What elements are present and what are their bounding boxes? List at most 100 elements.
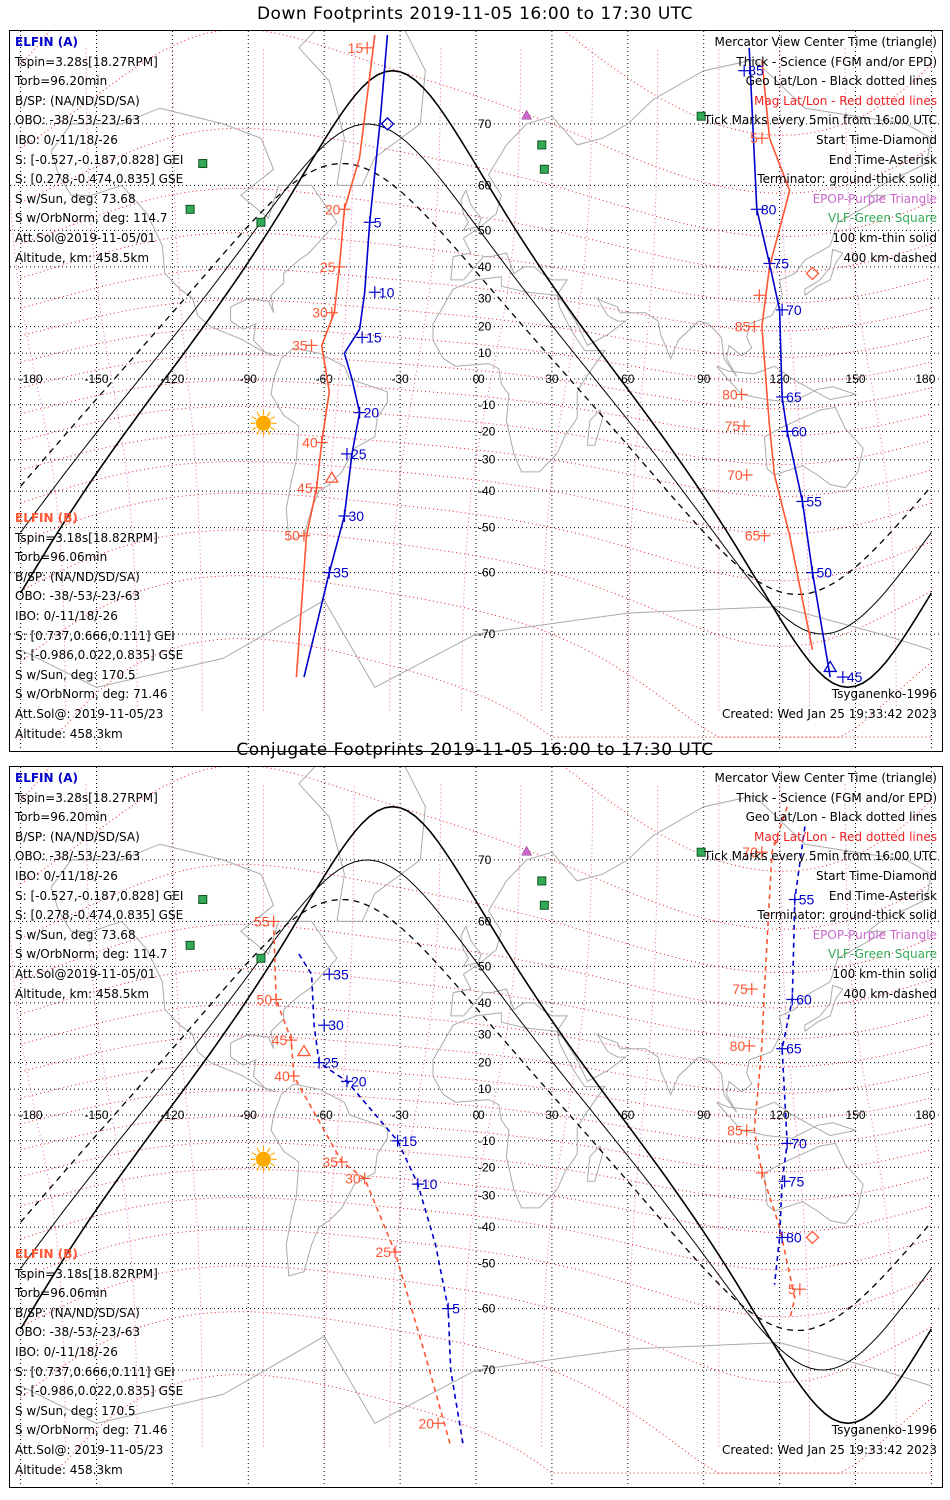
epop-triangle bbox=[521, 845, 533, 856]
legend-item: 100 km-thin solid bbox=[832, 966, 937, 981]
time-label: 5 bbox=[452, 1301, 460, 1317]
mag-parallel bbox=[20, 1004, 932, 1068]
lon-label: -90 bbox=[240, 372, 258, 386]
lon-label: -90 bbox=[240, 1108, 258, 1122]
time-label: 55 bbox=[806, 493, 822, 509]
terminator-ground bbox=[19, 805, 933, 1425]
lat-label: -60 bbox=[478, 1302, 496, 1316]
time-label: 50 bbox=[284, 528, 300, 544]
epop-triangle bbox=[521, 109, 533, 120]
time-label: 80 bbox=[730, 1038, 746, 1054]
australia-coast bbox=[763, 406, 864, 489]
elfin-b-line: Torb=96.06min bbox=[15, 1286, 108, 1301]
elfin-a-line: S: [0.278,-0.474,0.835] GSE bbox=[15, 172, 184, 187]
legend-item: Start Time-Diamond bbox=[815, 132, 937, 147]
time-label: 30 bbox=[348, 508, 364, 524]
elfin-b-line: Att.Sol@: 2019-11-05/23 bbox=[15, 706, 164, 721]
japan-coast bbox=[804, 984, 844, 1032]
time-label: 55 bbox=[254, 913, 270, 929]
legend-item: Start Time-Diamond bbox=[815, 868, 937, 883]
created-label: Created: Wed Jan 25 19:33:42 2023 bbox=[722, 1442, 937, 1457]
lat-label: -10 bbox=[478, 1134, 496, 1148]
time-label: 70 bbox=[727, 467, 743, 483]
lon-label: 0 bbox=[473, 1108, 480, 1122]
legend-item: VLF-Green Square bbox=[828, 947, 937, 962]
time-label: 15 bbox=[348, 40, 364, 56]
lat-label: 50 bbox=[478, 223, 492, 237]
mag-parallel bbox=[20, 1311, 932, 1474]
elfin-b-line: OBO: -38/-53/-23/-63 bbox=[15, 589, 141, 604]
time-label: 20 bbox=[364, 405, 380, 421]
mag-parallel bbox=[20, 432, 932, 498]
legend-item: Geo Lat/Lon - Black dotted lines bbox=[745, 810, 937, 825]
sun-ray bbox=[266, 1165, 271, 1171]
time-label: 35 bbox=[333, 565, 349, 581]
lat-label: 30 bbox=[478, 291, 492, 305]
legend: Mercator View Center Time (triangle) Thi… bbox=[704, 769, 937, 1004]
legend-item: Mercator View Center Time (triangle) bbox=[714, 35, 937, 49]
lat-label: -50 bbox=[478, 521, 496, 535]
time-label: 45 bbox=[272, 1032, 288, 1048]
lat-label: -70 bbox=[478, 1363, 496, 1377]
elfin-b-line: S w/OrbNorm, deg: 71.46 bbox=[15, 687, 168, 702]
lon-label: 30 bbox=[545, 372, 559, 386]
time-label: 75 bbox=[732, 981, 748, 997]
legend-item: Mag Lat/Lon - Red dotted lines bbox=[753, 829, 937, 844]
terminator-100km bbox=[20, 859, 932, 1371]
legend-item: 100 km-thin solid bbox=[832, 230, 937, 245]
sun-ray bbox=[256, 1147, 260, 1153]
north-america-coast bbox=[50, 843, 338, 1093]
mag-meridian bbox=[461, 783, 522, 1447]
legend-item: EPOP-Purple Triangle bbox=[812, 927, 937, 942]
elfin-a-info: ELFIN (A) Tspin=3.28s[18.27RPM] Torb=96.… bbox=[15, 769, 183, 1004]
terminator-400km bbox=[20, 898, 932, 1332]
lat-label: 40 bbox=[478, 260, 492, 274]
time-label: 35 bbox=[333, 966, 349, 982]
elfin-a-header: ELFIN (A) bbox=[15, 771, 78, 785]
lat-label: 10 bbox=[478, 346, 492, 360]
elfin-a-line: Torb=96.20min bbox=[15, 810, 108, 825]
elfin-b-line: S w/Sun, deg: 170.5 bbox=[15, 667, 136, 682]
lon-label: 30 bbox=[545, 1108, 559, 1122]
elfin-a-track bbox=[298, 953, 465, 1447]
elfin-a-header: ELFIN (A) bbox=[15, 35, 78, 49]
mag-parallel bbox=[20, 268, 932, 332]
mag-meridian bbox=[85, 47, 138, 711]
legend-item: Terminator: ground-thick solid bbox=[757, 172, 937, 187]
elfin-b-header: ELFIN (B) bbox=[15, 511, 78, 525]
terminator-100km bbox=[20, 123, 932, 635]
sun-icon bbox=[255, 415, 271, 431]
center-triangle bbox=[296, 1044, 312, 1057]
sun-ray bbox=[266, 429, 271, 435]
mag-meridian bbox=[389, 47, 442, 711]
elfin-a-info: ELFIN (A) Tspin=3.28s[18.27RPM] Torb=96.… bbox=[15, 33, 183, 268]
legend-item: Mercator View Center Time (triangle) bbox=[714, 771, 937, 785]
time-label: 60 bbox=[796, 991, 812, 1007]
lon-label: -150 bbox=[84, 372, 108, 386]
lon-label: 60 bbox=[621, 1108, 635, 1122]
elfin-b-line: Tspin=3.18s[18.82RPM] bbox=[15, 530, 158, 545]
time-label: 45 bbox=[847, 669, 863, 685]
greenland-coast bbox=[298, 31, 426, 186]
lon-label: -180 bbox=[19, 1108, 43, 1122]
time-label: 75 bbox=[773, 255, 789, 271]
mag-meridian bbox=[85, 783, 138, 1447]
elfin-b-line: S: [-0.986,0.022,0.835] GSE bbox=[15, 648, 184, 663]
elfin-a-line: Att.Sol@2019-11-05/01 bbox=[15, 230, 156, 245]
vlf-square bbox=[696, 111, 706, 121]
mag-parallel bbox=[20, 575, 932, 738]
lon-label: -150 bbox=[84, 1108, 108, 1122]
time-label: 70 bbox=[791, 1135, 807, 1151]
lon-label: -120 bbox=[160, 372, 184, 386]
legend-item: Thick - Science (FGM and/or EPD) bbox=[736, 54, 937, 69]
lat-label: -20 bbox=[478, 1160, 496, 1174]
vlf-square bbox=[256, 217, 266, 227]
lat-label: -10 bbox=[478, 398, 496, 412]
time-label: 80 bbox=[786, 1229, 802, 1245]
footer-info: Tsyganenko-1996 Created: Wed Jan 25 19:3… bbox=[722, 685, 937, 724]
uk-coast bbox=[460, 189, 482, 231]
center-triangle bbox=[823, 660, 838, 673]
vlf-square bbox=[185, 204, 195, 214]
down-footprints-map: -180 -150 -120 -90 -60 -30 0 30 60 90 120 150 180 70 6… bbox=[9, 30, 943, 752]
time-label: 5 bbox=[750, 130, 758, 146]
